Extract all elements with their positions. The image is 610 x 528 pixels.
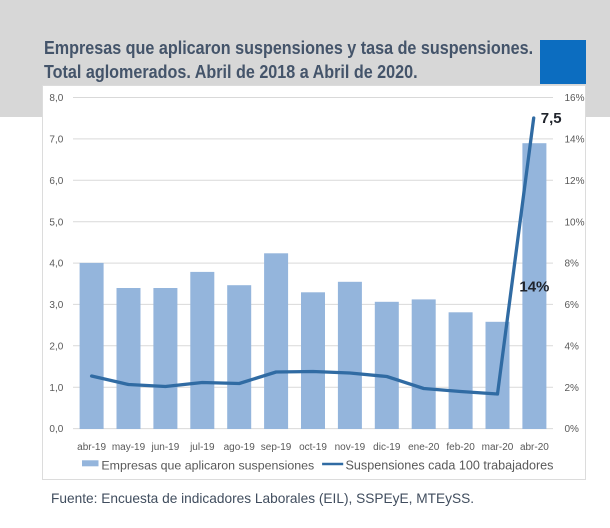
svg-text:Suspensiones cada 100 trabajad: Suspensiones cada 100 trabajadores: [346, 459, 554, 473]
svg-text:0%: 0%: [565, 424, 580, 435]
svg-text:abr-20: abr-20: [520, 442, 549, 453]
svg-text:7,5: 7,5: [541, 110, 562, 127]
svg-text:14%: 14%: [519, 278, 549, 295]
svg-text:14%: 14%: [565, 135, 585, 146]
svg-text:6,0: 6,0: [49, 176, 63, 187]
svg-text:2%: 2%: [565, 383, 580, 394]
svg-text:8%: 8%: [565, 259, 580, 270]
svg-text:feb-20: feb-20: [446, 442, 475, 453]
svg-text:dic-19: dic-19: [373, 442, 401, 453]
svg-text:mar-20: mar-20: [482, 442, 514, 453]
svg-text:abr-19: abr-19: [77, 442, 106, 453]
svg-text:4,0: 4,0: [49, 259, 63, 270]
svg-text:sep-19: sep-19: [261, 442, 292, 453]
svg-text:1,0: 1,0: [49, 383, 63, 394]
svg-text:oct-19: oct-19: [299, 442, 327, 453]
svg-text:4%: 4%: [565, 341, 580, 352]
svg-text:12%: 12%: [565, 176, 585, 187]
svg-text:jul-19: jul-19: [189, 442, 215, 453]
svg-text:8,0: 8,0: [49, 93, 63, 104]
svg-text:ago-19: ago-19: [224, 442, 256, 453]
svg-text:ene-20: ene-20: [408, 442, 440, 453]
svg-text:5,0: 5,0: [49, 217, 63, 228]
svg-text:Empresas que aplicaron suspens: Empresas que aplicaron suspensiones: [101, 459, 314, 473]
svg-text:nov-19: nov-19: [335, 442, 366, 453]
svg-text:0,0: 0,0: [49, 424, 63, 435]
svg-text:10%: 10%: [565, 217, 585, 228]
svg-text:3,0: 3,0: [49, 300, 63, 311]
svg-text:may-19: may-19: [112, 442, 146, 453]
svg-text:2,0: 2,0: [49, 341, 63, 352]
svg-text:16%: 16%: [565, 93, 585, 104]
svg-text:jun-19: jun-19: [150, 442, 179, 453]
svg-text:7,0: 7,0: [49, 135, 63, 146]
svg-text:6%: 6%: [565, 300, 580, 311]
